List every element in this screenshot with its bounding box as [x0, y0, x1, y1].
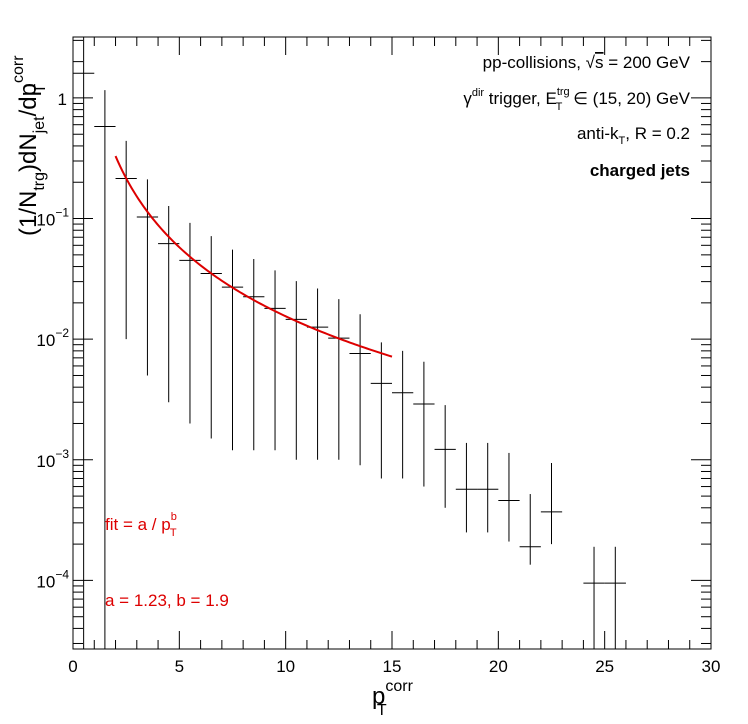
- data-point: [306, 288, 329, 460]
- data-point: [434, 405, 456, 508]
- fit-params-label: a = 1.23, b = 1.9: [105, 591, 229, 610]
- annotation-algorithm: anti-kT, R = 0.2: [577, 124, 690, 147]
- data-point: [136, 179, 159, 376]
- y-tick-label: 10−1: [36, 206, 69, 230]
- data-point: [519, 494, 541, 565]
- y-tick-label: 10−4: [36, 567, 69, 591]
- y-axis-title: (1/Ntrg)dNjet/dpcorrT: [10, 55, 49, 236]
- x-axis-ticks: 0 5 10 15 20 25 30: [68, 37, 720, 676]
- x-axis-title: pcorr T: [372, 678, 414, 719]
- x-tick-label: 20: [489, 657, 508, 676]
- data-point: [285, 281, 307, 460]
- data-point: [455, 442, 478, 533]
- data-point: [115, 140, 137, 340]
- annotation-jets: charged jets: [590, 161, 690, 180]
- data-point: [477, 442, 499, 533]
- y-tick-label: 10−3: [36, 447, 69, 471]
- x-tick-label: 0: [68, 657, 77, 676]
- annotation-trigger: γdir trigger, Etrg T ∈ (15, 20) GeV: [463, 86, 690, 113]
- data-point: [370, 342, 392, 479]
- y-axis-ticks: 10−4 10−3 10−2 10−1 1: [36, 39, 711, 644]
- data-point: [200, 236, 222, 439]
- y-tick-label: 1: [58, 90, 67, 109]
- data-point: [243, 259, 265, 451]
- fit-formula-label: fit = a / pb T: [105, 511, 177, 539]
- data-point: [604, 546, 626, 649]
- data-point: [413, 361, 435, 487]
- data-point: [264, 270, 286, 451]
- x-tick-label: 15: [383, 657, 402, 676]
- x-tick-label: 25: [595, 657, 614, 676]
- x-tick-label: 10: [276, 657, 295, 676]
- data-point: [498, 452, 520, 542]
- data-point: [328, 299, 350, 460]
- x-tick-label: 5: [175, 657, 184, 676]
- y-tick-label: 10−2: [36, 326, 69, 350]
- data-point: [540, 463, 563, 545]
- data-point: [73, 37, 95, 649]
- data-point: [221, 249, 244, 451]
- annotation-collisions: pp-collisions, √s = 200 GeV: [483, 53, 691, 72]
- x-tick-label: 30: [702, 657, 721, 676]
- fit-curve: [114, 155, 393, 358]
- data-point: [179, 222, 201, 424]
- data-point: [349, 314, 371, 466]
- data-point: [94, 90, 116, 649]
- data-point: [583, 546, 605, 649]
- data-point: [392, 350, 414, 479]
